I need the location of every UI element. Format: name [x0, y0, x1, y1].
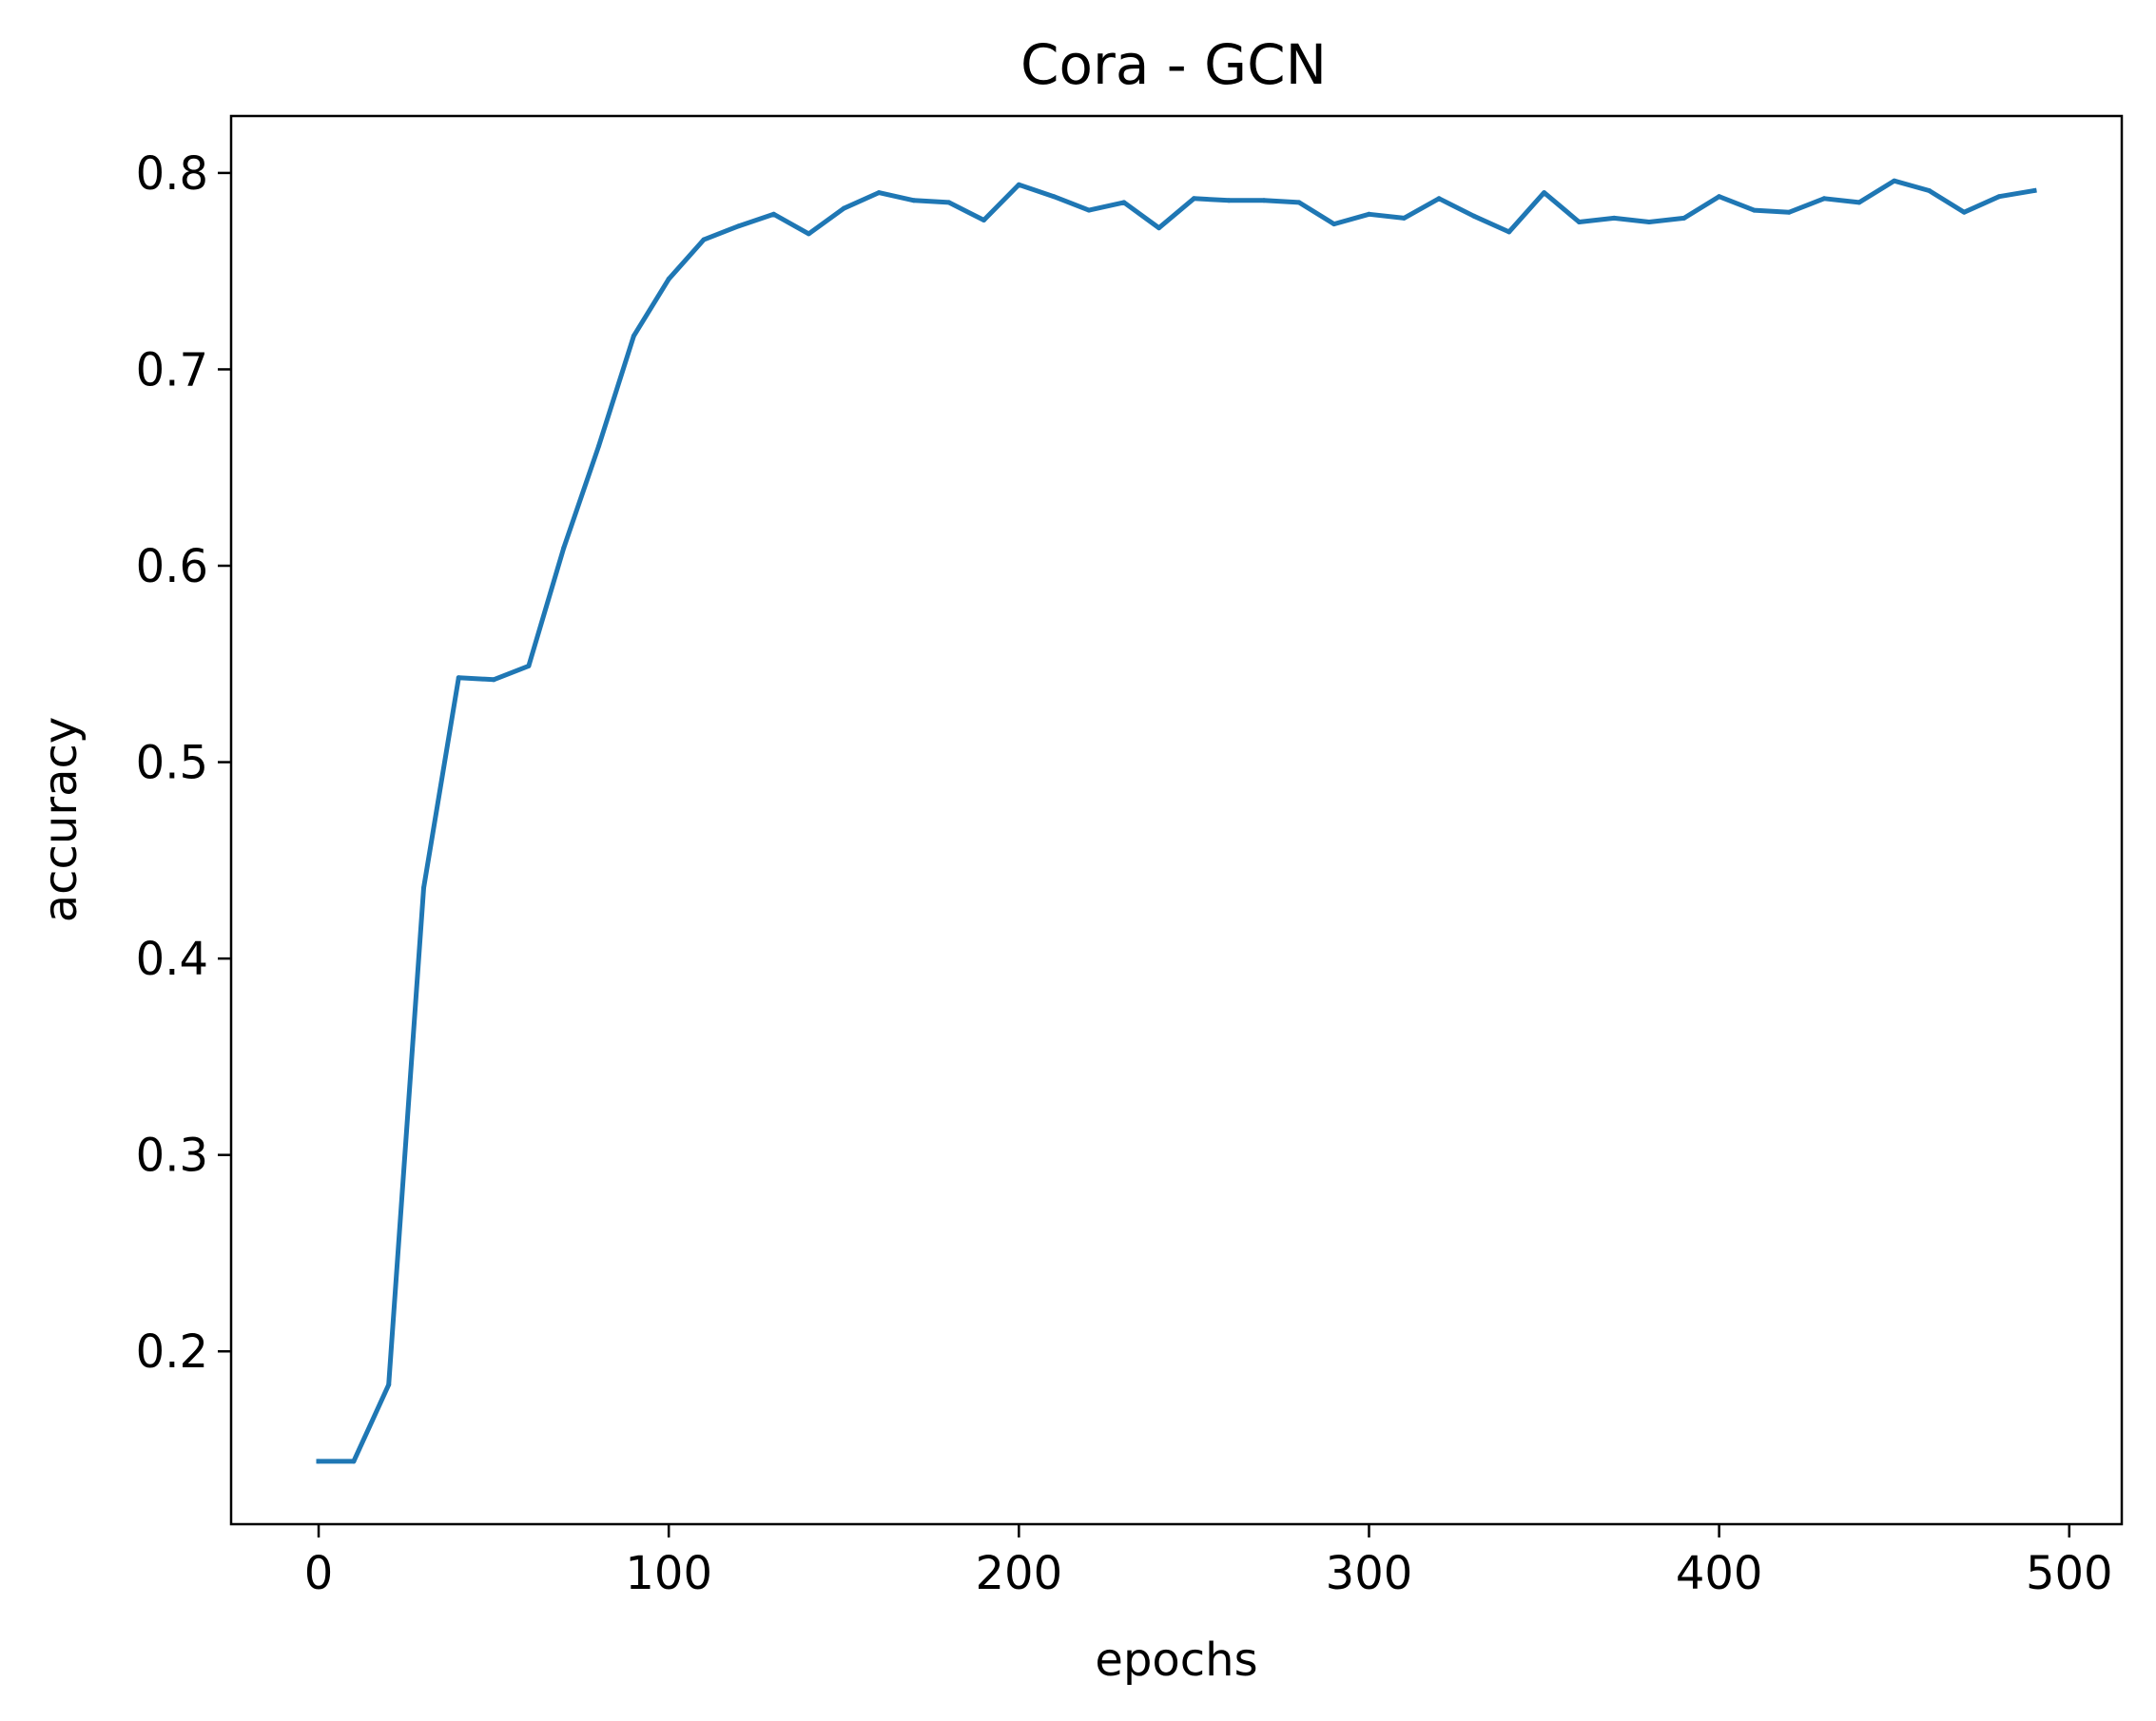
- data-point: [771, 211, 777, 217]
- data-point: [1892, 178, 1897, 184]
- data-point: [1436, 196, 1442, 202]
- data-point: [1471, 213, 1477, 219]
- data-point: [1506, 229, 1512, 235]
- y-tick-label: 0.6: [136, 540, 208, 593]
- data-point: [666, 276, 671, 281]
- data-point: [386, 1382, 392, 1387]
- data-point: [1121, 200, 1127, 205]
- data-point: [596, 443, 602, 449]
- series-layer: [316, 178, 2037, 1464]
- x-tick-label: 400: [1676, 1547, 1763, 1600]
- chart-title: Cora - GCN: [1020, 32, 1327, 97]
- y-tick-label: 0.8: [136, 147, 208, 201]
- x-axis-label: epochs: [1095, 1634, 1257, 1687]
- data-point: [1961, 209, 1967, 215]
- data-point: [736, 223, 742, 229]
- y-tick-label: 0.7: [136, 343, 208, 396]
- data-point: [1576, 220, 1582, 224]
- data-point: [1646, 220, 1652, 224]
- y-tick-label: 0.2: [136, 1325, 208, 1379]
- data-point: [1331, 222, 1337, 227]
- data-point: [1086, 207, 1092, 213]
- data-point: [1856, 200, 1862, 205]
- y-tick-label: 0.3: [136, 1130, 208, 1183]
- data-points: [316, 178, 2037, 1464]
- data-point: [911, 198, 917, 203]
- data-point: [1191, 196, 1196, 202]
- data-point: [1927, 188, 1932, 193]
- data-point: [1786, 209, 1792, 215]
- y-axis-label: accuracy: [34, 717, 87, 923]
- data-point: [1296, 200, 1302, 205]
- data-point: [1226, 198, 1232, 203]
- accuracy-line: [316, 178, 2037, 1464]
- data-point: [1821, 196, 1827, 202]
- data-point: [1542, 190, 1547, 196]
- data-point: [631, 333, 636, 338]
- data-point: [351, 1459, 357, 1464]
- data-point: [1016, 182, 1021, 187]
- x-tick-label: 200: [976, 1547, 1063, 1600]
- x-tick-label: 0: [304, 1547, 334, 1600]
- data-point: [456, 675, 461, 681]
- data-point: [1156, 225, 1162, 231]
- data-point: [1751, 207, 1757, 213]
- data-point: [981, 218, 986, 222]
- data-point: [1611, 215, 1617, 221]
- data-point: [806, 231, 811, 237]
- plot-frame: [229, 114, 2124, 1526]
- data-point: [876, 190, 882, 196]
- data-point: [491, 677, 496, 683]
- data-point: [1051, 194, 1057, 200]
- x-axis: 0 100 200 300 400 500: [304, 1524, 2113, 1600]
- y-tick-label: 0.4: [136, 933, 208, 986]
- data-point: [526, 663, 532, 668]
- data-point: [316, 1459, 321, 1464]
- x-tick-label: 300: [1326, 1547, 1413, 1600]
- data-point: [1401, 215, 1407, 221]
- data-point: [421, 885, 426, 891]
- x-tick-label: 500: [2026, 1547, 2113, 1600]
- data-point: [1261, 198, 1267, 203]
- data-point: [946, 200, 952, 205]
- data-point: [1367, 211, 1371, 217]
- data-point: [1996, 194, 2002, 200]
- data-point: [561, 545, 567, 551]
- y-tick-label: 0.5: [136, 737, 208, 790]
- data-point: [701, 237, 707, 242]
- data-point: [1717, 194, 1722, 200]
- x-tick-label: 100: [625, 1547, 712, 1600]
- data-point: [841, 205, 846, 211]
- data-point: [1681, 215, 1687, 221]
- data-point: [2031, 188, 2037, 193]
- y-axis: 0.2 0.3 0.4 0.5 0.6 0.7 0.8: [136, 147, 231, 1379]
